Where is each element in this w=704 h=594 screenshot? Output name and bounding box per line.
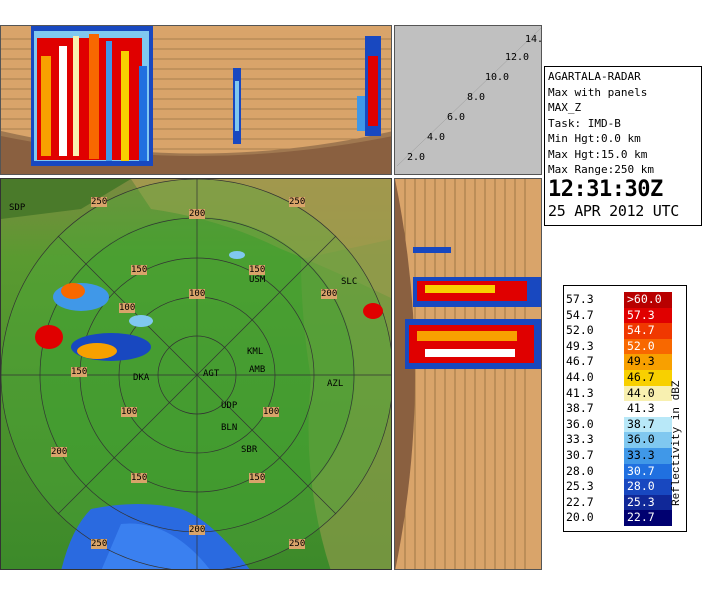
height-scale-panel: 14.0 12.0 10.0 8.0 6.0 4.0 2.0 (394, 25, 542, 175)
station-azl: AZL (327, 379, 344, 389)
height-label-6: 6.0 (447, 112, 466, 123)
legend-color-swatch: 44.0 (624, 385, 672, 402)
product-name: Max with panels (548, 85, 648, 99)
range-label-200-s: 200 (189, 525, 206, 535)
legend-color-swatch: 28.0 (624, 479, 672, 495)
radar-map-panel: 200 100 250 250 150 150 150 200 100 100 … (0, 178, 392, 570)
parameter-name: MAX_Z (548, 101, 582, 114)
range-label-150-ne: 150 (249, 265, 266, 275)
range-label-100-w: 100 (119, 303, 136, 313)
right-cross-section-panel (394, 178, 542, 570)
station-usm: USM (249, 275, 266, 285)
height-label-10: 10.0 (485, 72, 510, 83)
station-sbr: SBR (241, 445, 258, 455)
top-cross-section-panel (0, 25, 392, 175)
reflectivity-legend: 57.3 >60.0 54.7 57.3 52.0 54.7 49.3 52.0 46.7 49.… (563, 285, 687, 532)
legend-row-low: 33.3 (566, 432, 594, 447)
legend-color-swatch: 54.7 (624, 323, 672, 339)
task-name: Task: IMD-B (548, 116, 621, 130)
radar-map (1, 179, 391, 569)
legend-row-low: 28.0 (566, 463, 594, 478)
range-label-200-n: 200 (189, 209, 206, 219)
range-label-200-e: 200 (321, 289, 338, 299)
station-udp: UDP (221, 401, 238, 411)
height-label-2: 2.0 (407, 152, 426, 163)
legend-row-low: 44.0 (566, 370, 594, 384)
range-label-250-ne: 250 (289, 197, 306, 207)
range-label-150-sw: 150 (131, 473, 148, 483)
legend-color-swatch: 38.7 (624, 416, 672, 433)
legend-row-low: 57.3 (566, 292, 594, 306)
station-kml: KML (247, 347, 264, 357)
range-label-100-sw: 100 (121, 407, 138, 417)
height-scale-plot (396, 27, 541, 167)
min-height: Min Hgt:0.0 km (548, 132, 641, 145)
range-label-150-se: 150 (249, 473, 266, 483)
legend-row-low: 54.7 (566, 307, 594, 322)
legend-color-swatch: 41.3 (624, 401, 672, 417)
legend-row-low: 20.0 (566, 510, 594, 525)
range-label-250-se: 250 (289, 539, 306, 549)
range-label-200-sw: 200 (51, 447, 68, 457)
legend-row-low: 52.0 (566, 323, 594, 338)
range-label-150-nw: 150 (131, 265, 148, 275)
legend-color-swatch: 33.3 (624, 448, 672, 464)
height-label-8: 8.0 (467, 92, 486, 103)
legend-color-swatch: 30.7 (624, 463, 672, 480)
legend-row-low: 46.7 (566, 354, 594, 369)
top-cross-section-plot (1, 26, 391, 174)
legend-row-low: 49.3 (566, 338, 594, 353)
height-label-4: 4.0 (427, 132, 446, 143)
legend-color-swatch: 49.3 (624, 354, 672, 370)
range-label-250-sw: 250 (91, 539, 108, 549)
legend-color-swatch: 57.3 (624, 307, 672, 324)
legend-color-swatch: 36.0 (624, 432, 672, 448)
legend-color-swatch: 46.7 (624, 370, 672, 386)
height-label-12: 12.0 (505, 52, 530, 63)
station-bln: BLN (221, 423, 238, 433)
legend-row-low: 36.0 (566, 416, 594, 431)
legend-row-low: 22.7 (566, 494, 594, 509)
legend-title: Reflectivity in dBZ (671, 380, 682, 506)
observation-date: 25 APR 2012 UTC (548, 201, 679, 220)
legend-row-low: 41.3 (566, 385, 594, 400)
range-label-150-w: 150 (71, 367, 88, 377)
max-height: Max Hgt:15.0 km (548, 147, 648, 161)
legend-color-swatch: >60.0 (624, 292, 672, 308)
legend-color-swatch: 25.3 (624, 494, 672, 511)
range-label-250-nw: 250 (91, 197, 108, 207)
radar-info-box: AGARTALA-RADAR Max with panels MAX_Z Tas… (544, 66, 702, 226)
legend-color-swatch: 52.0 (624, 338, 672, 355)
station-amb: AMB (249, 365, 266, 375)
legend-color-swatch: 22.7 (624, 510, 672, 526)
legend-row-low: 38.7 (566, 401, 594, 416)
legend-row-low: 30.7 (566, 448, 594, 462)
height-label-14: 14.0 (525, 34, 541, 45)
station-slc: SLC (341, 277, 358, 287)
max-range: Max Range:250 km (548, 163, 654, 176)
station-agt: AGT (203, 369, 220, 379)
range-label-100-n: 100 (189, 289, 206, 299)
legend-title-svg: Reflectivity in dBZ (671, 380, 682, 506)
range-label-100-se: 100 (263, 407, 280, 417)
station-sdp: SDP (9, 203, 26, 213)
station-dka: DKA (133, 373, 150, 383)
right-cross-section-plot (395, 179, 541, 569)
observation-time: 12:31:30Z (548, 176, 663, 202)
legend-row-low: 25.3 (566, 479, 594, 494)
station-name: AGARTALA-RADAR (548, 70, 641, 83)
